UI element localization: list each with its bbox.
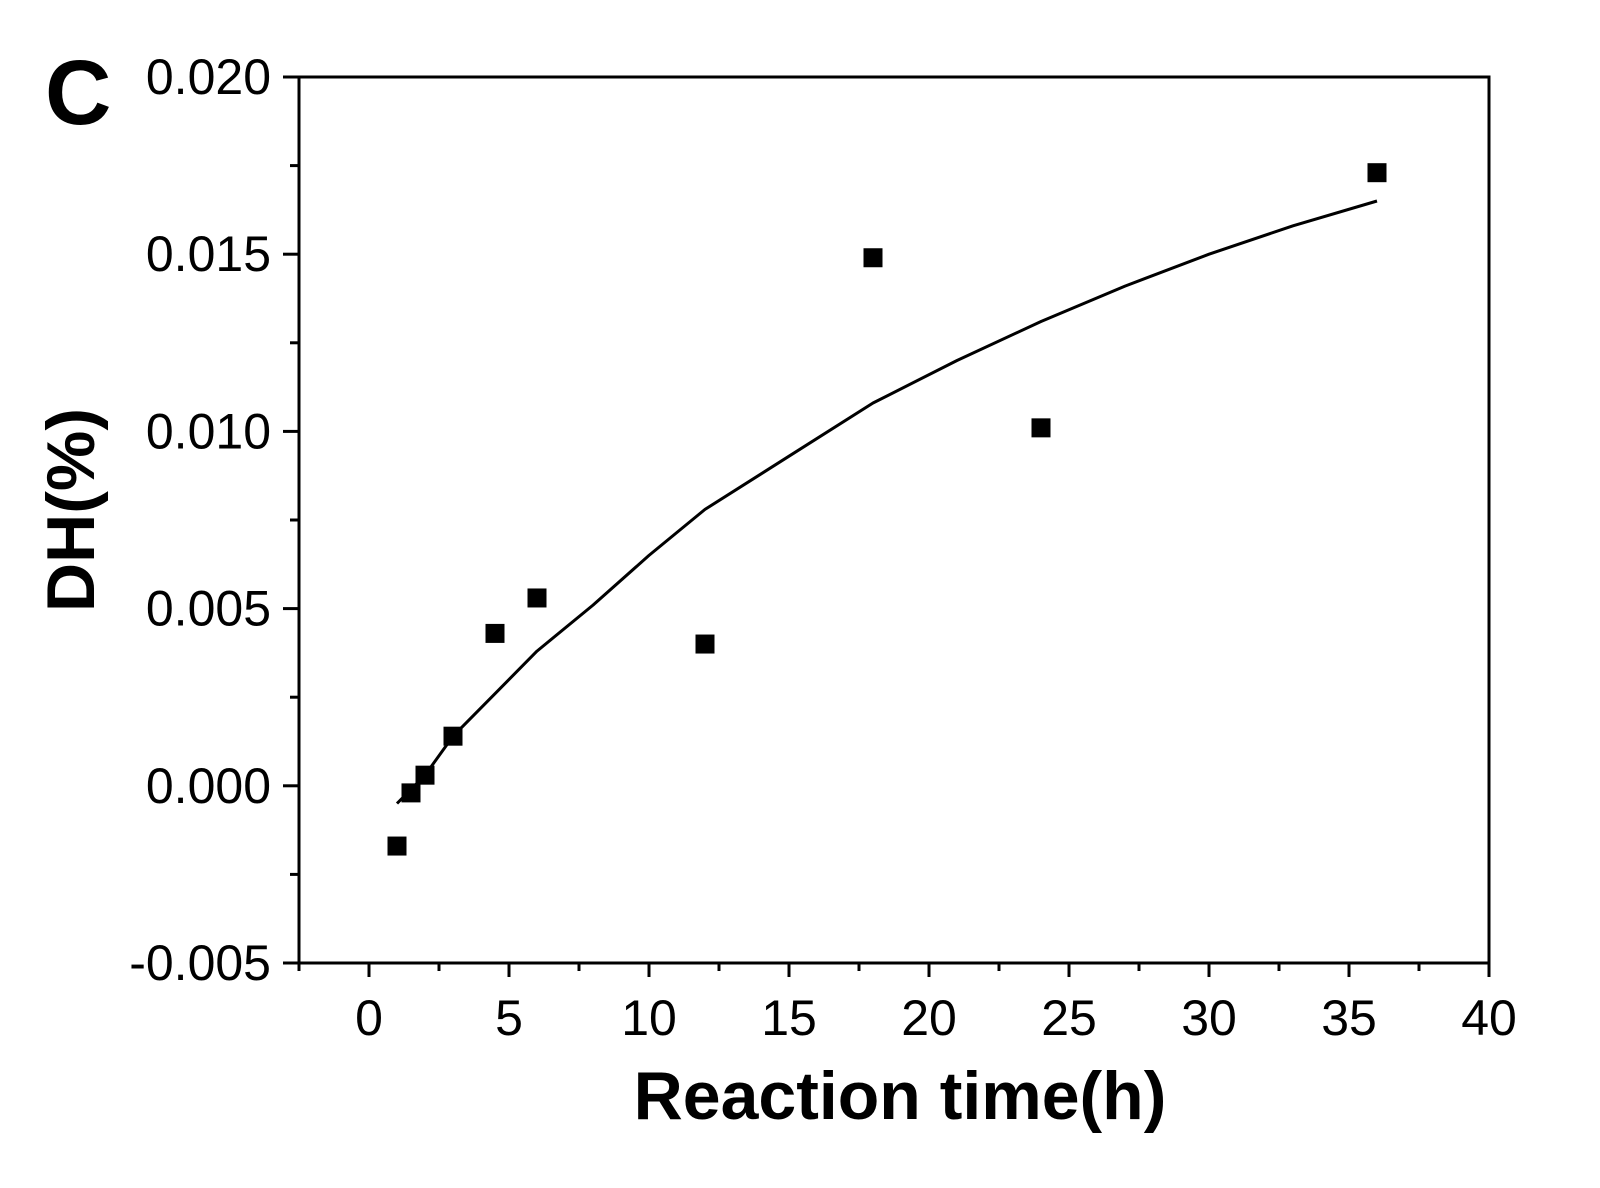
data-point	[1367, 163, 1387, 183]
x-tick-label: 25	[1041, 990, 1097, 1046]
y-tick-label: 0.005	[146, 581, 271, 637]
data-points-layer	[387, 163, 1387, 856]
data-point	[387, 836, 407, 856]
y-tick-label: 0.000	[146, 758, 271, 814]
data-point	[485, 623, 505, 643]
x-tick-label: 35	[1321, 990, 1377, 1046]
x-tick-label: 15	[761, 990, 817, 1046]
data-point	[527, 588, 547, 608]
x-tick-label: 30	[1181, 990, 1237, 1046]
fit-curve	[395, 199, 1378, 805]
data-point	[1031, 418, 1051, 438]
fit-curve-layer	[395, 199, 1378, 805]
y-tick-label: -0.005	[129, 935, 271, 991]
x-tick-label: 20	[901, 990, 957, 1046]
y-tick-label: 0.015	[146, 226, 271, 282]
data-point	[401, 783, 421, 803]
data-point	[695, 634, 715, 654]
x-axis-title: Reaction time(h)	[634, 1058, 1167, 1134]
data-point	[415, 765, 435, 785]
y-tick-label: 0.010	[146, 403, 271, 459]
axes: 0 5 10 15 20 25 30 35 40 -0.005 0.000 0.005 0.010 0.0…	[129, 49, 1517, 1046]
data-point	[863, 248, 883, 268]
x-tick-label: 10	[621, 990, 677, 1046]
data-point	[443, 726, 463, 746]
x-tick-label: 0	[355, 990, 383, 1046]
y-axis-title: DH(%)	[33, 408, 109, 612]
x-tick-label: 5	[495, 990, 523, 1046]
panel-label: C	[45, 42, 111, 144]
y-tick-label: 0.020	[146, 49, 271, 105]
x-tick-label: 40	[1461, 990, 1517, 1046]
